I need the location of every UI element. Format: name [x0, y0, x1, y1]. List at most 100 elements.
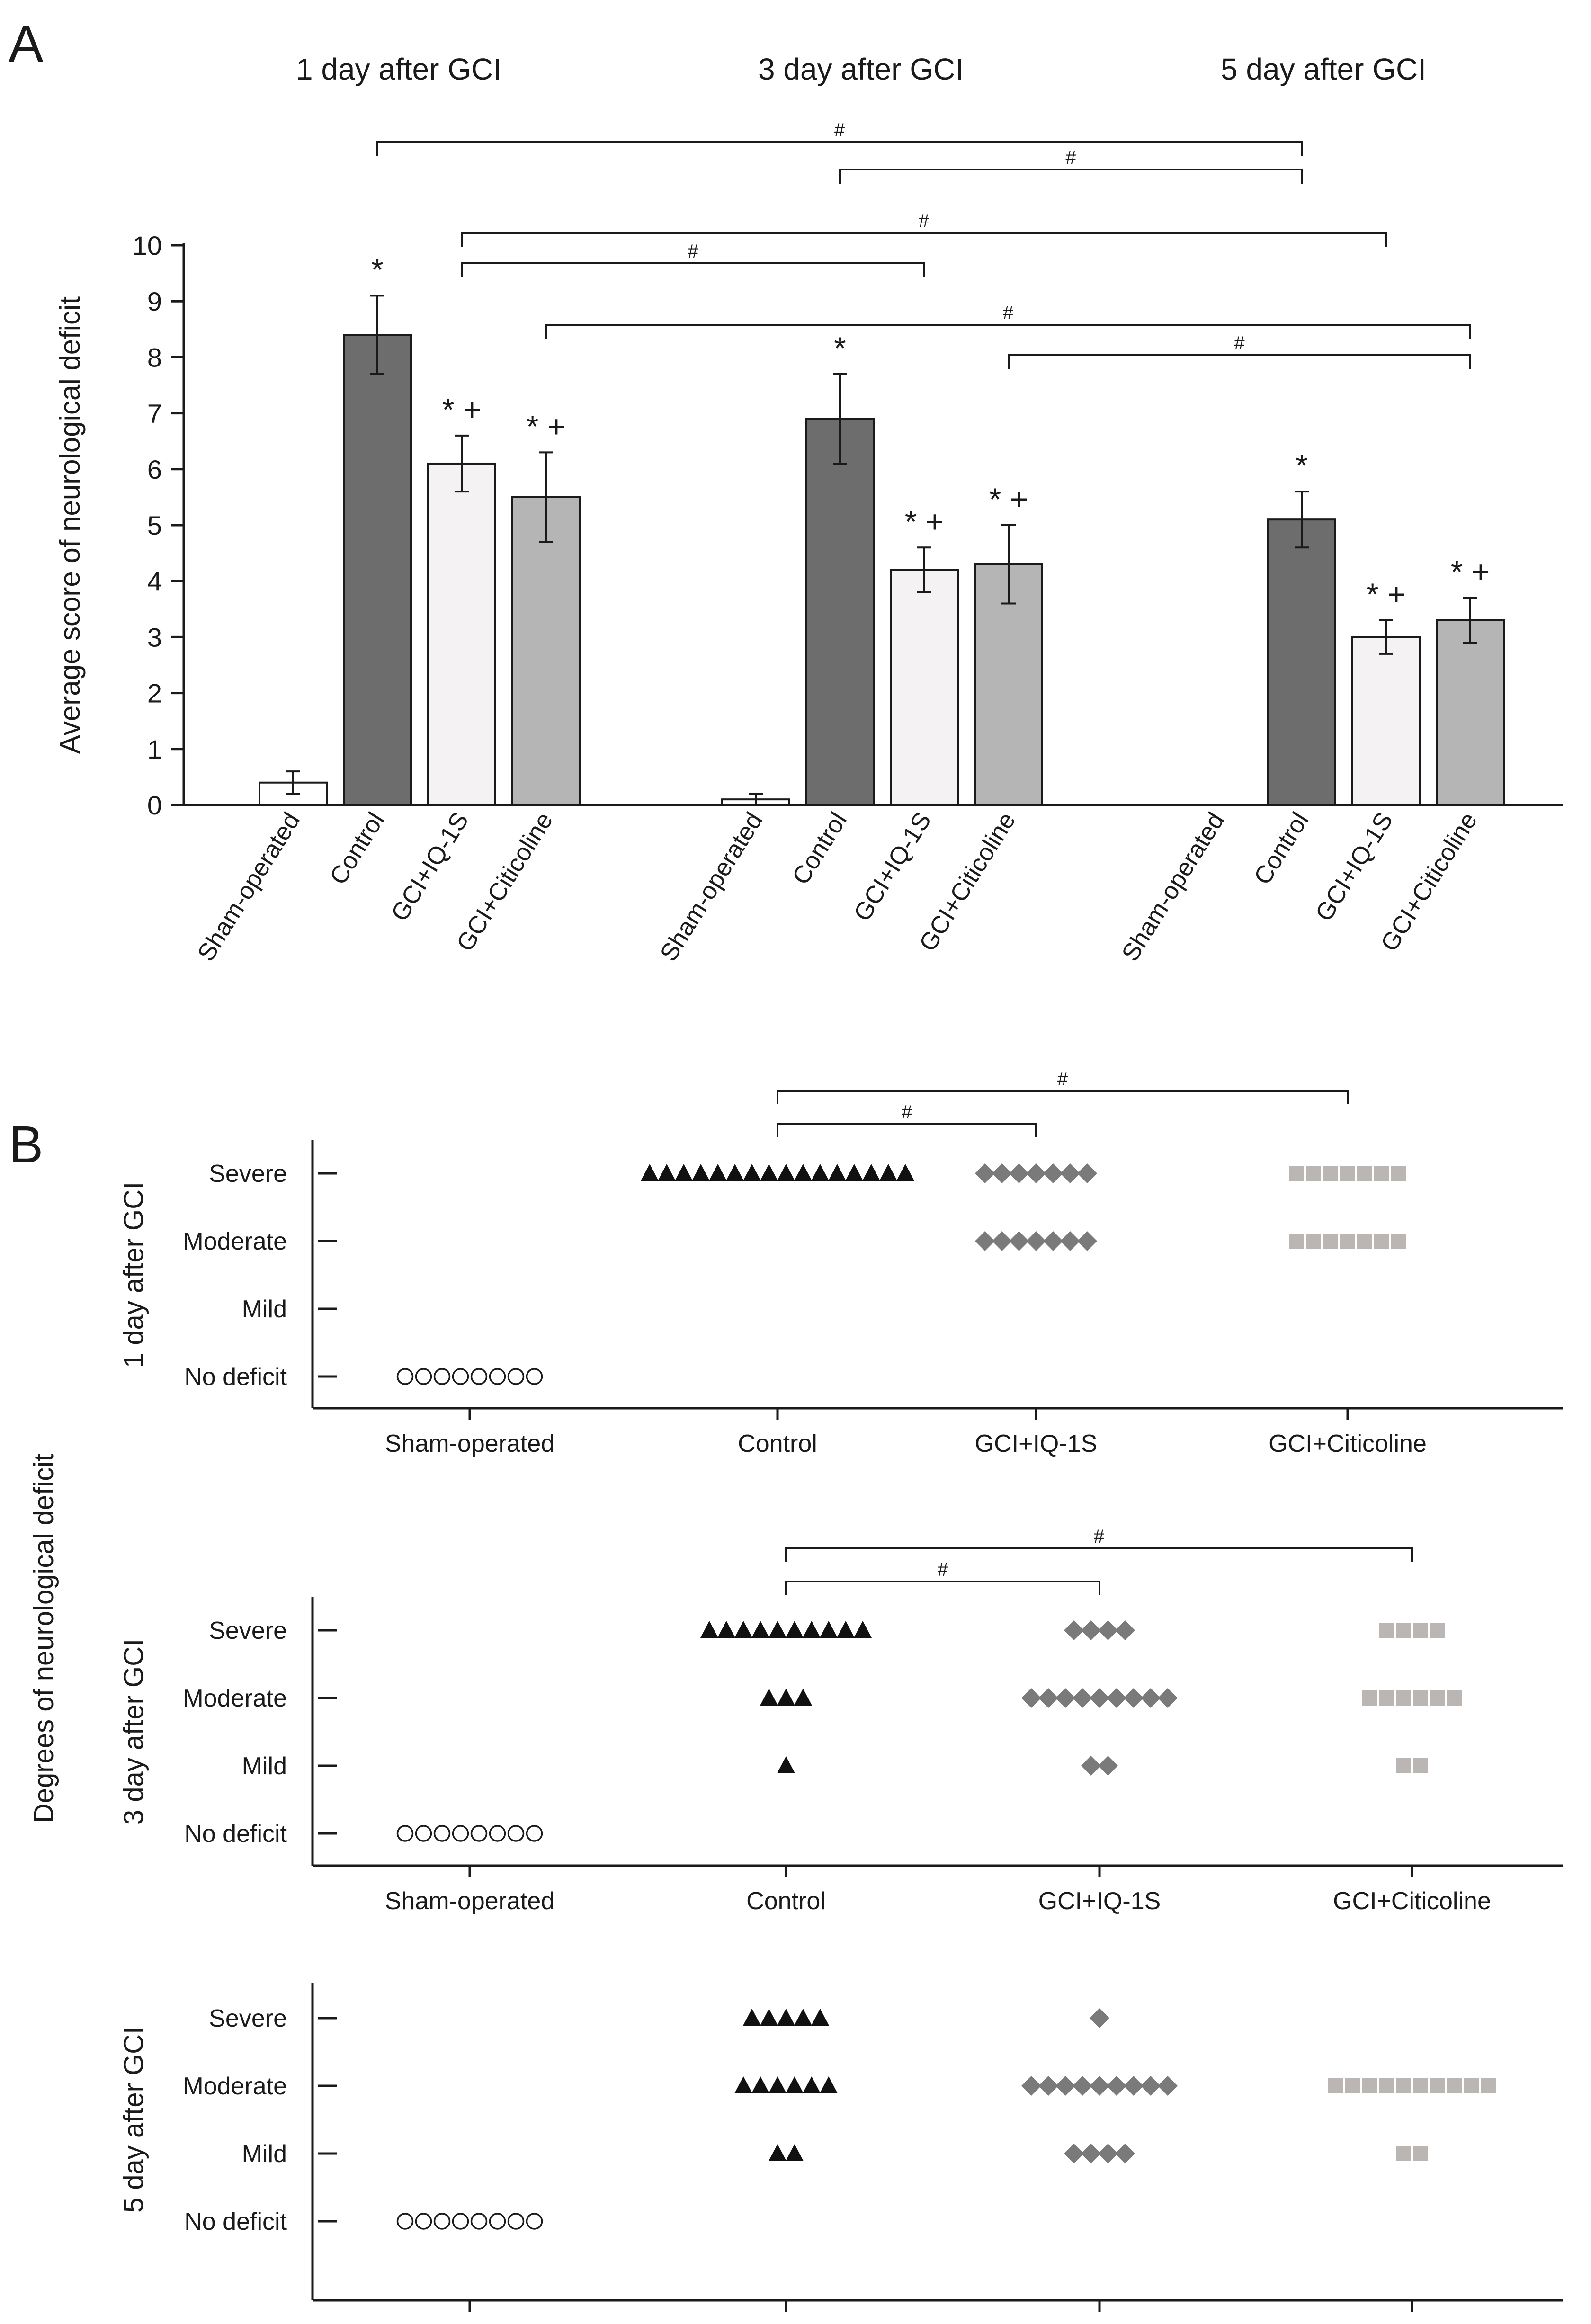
x-tick-label-gci-iq-1s: GCI+IQ-1S	[849, 808, 937, 926]
marker-control-mild	[786, 2144, 804, 2161]
significance-hash: #	[1003, 303, 1014, 323]
category-label-control: Control	[738, 1430, 817, 1457]
marker-gci-citicoline-moderate	[1379, 1690, 1394, 1706]
marker-sham-operated-no-deficit	[396, 2213, 414, 2230]
marker-gci-iq-1s-moderate	[1107, 1688, 1126, 1708]
marker-gci-iq-1s-moderate	[1124, 2076, 1144, 2096]
y-tick-label-6: 6	[147, 455, 162, 484]
marker-gci-iq-1s-mild	[1115, 2144, 1135, 2163]
significance-bracket	[839, 169, 1303, 184]
category-label-sham-operated: Sham-operated	[385, 1430, 554, 1457]
marker-control-severe	[743, 1164, 761, 1181]
marker-gci-citicoline-severe	[1289, 1166, 1304, 1181]
marker-sham-operated-no-deficit	[526, 1825, 543, 1842]
marker-gci-citicoline-moderate	[1396, 1690, 1411, 1706]
marker-sham-operated-no-deficit	[470, 2213, 488, 2230]
marker-gci-iq-1s-severe	[1090, 2008, 1109, 2028]
significance-hash: #	[834, 120, 845, 141]
marker-gci-iq-1s-moderate	[1090, 2076, 1109, 2096]
significance-marker: * +	[989, 482, 1028, 517]
marker-gci-iq-1s-moderate	[1107, 2076, 1126, 2096]
x-tick-label-sham-operated: Sham-operated	[1117, 808, 1230, 966]
marker-sham-operated-no-deficit	[489, 2213, 506, 2230]
marker-gci-citicoline-moderate	[1362, 2078, 1377, 2093]
marker-gci-citicoline-moderate	[1413, 2078, 1428, 2093]
category-label-control: Control	[746, 2322, 826, 2324]
marker-gci-iq-1s-moderate	[1158, 1688, 1178, 1708]
level-label-mild: Mild	[242, 1296, 287, 1323]
significance-bracket	[461, 262, 925, 277]
significance-marker: * +	[1367, 577, 1406, 612]
bar-control-group-3	[1267, 518, 1336, 806]
marker-gci-iq-1s-severe	[992, 1163, 1012, 1183]
marker-sham-operated-no-deficit	[452, 2213, 469, 2230]
x-tick-label-control: Control	[787, 808, 852, 890]
marker-control-severe	[828, 1164, 846, 1181]
bar-gci-iq-1s-group-3	[1351, 636, 1421, 806]
category-label-gci-citicoline: GCI+Citicoline	[1269, 1430, 1427, 1457]
bar-gci-citicoline-group-3	[1436, 619, 1505, 806]
marker-control-severe	[709, 1164, 727, 1181]
marker-control-severe	[658, 1164, 676, 1181]
marker-gci-iq-1s-severe	[1077, 1163, 1097, 1183]
marker-gci-citicoline-severe	[1323, 1166, 1338, 1181]
significance-hash: #	[1057, 1069, 1068, 1090]
marker-gci-citicoline-moderate	[1391, 1234, 1406, 1249]
marker-gci-iq-1s-mild	[1098, 2144, 1118, 2163]
marker-control-severe	[760, 2009, 778, 2026]
dot-chart-3-day-after-gci: 3 day after GCI Severe Moderate Mild No defi…	[118, 1526, 1563, 1915]
marker-control-severe	[811, 1164, 829, 1181]
marker-sham-operated-no-deficit	[433, 2213, 451, 2230]
marker-control-severe	[700, 1621, 718, 1638]
marker-gci-citicoline-severe	[1306, 1166, 1321, 1181]
marker-sham-operated-no-deficit	[433, 1368, 451, 1385]
marker-control-severe	[896, 1164, 914, 1181]
category-label-control: Control	[746, 1887, 826, 1915]
marker-gci-iq-1s-moderate	[1073, 2076, 1092, 2096]
marker-gci-iq-1s-severe	[1043, 1163, 1063, 1183]
marker-sham-operated-no-deficit	[489, 1368, 506, 1385]
group-title-2: 3 day after GCI	[758, 52, 964, 86]
significance-marker: *	[371, 252, 384, 287]
marker-gci-citicoline-severe	[1430, 1623, 1445, 1638]
significance-bracket	[545, 324, 1471, 339]
significance-bracket	[785, 1547, 1413, 1562]
x-tick-label-control: Control	[324, 808, 390, 890]
marker-gci-citicoline-moderate	[1396, 2078, 1411, 2093]
marker-control-severe	[820, 1621, 838, 1638]
marker-sham-operated-no-deficit	[415, 1825, 432, 1842]
marker-gci-citicoline-moderate	[1447, 2078, 1462, 2093]
bar-gci-iq-1s-group-2	[890, 569, 959, 806]
panel-b-dot-charts: 1 day after GCI Severe Moderate Mild No defi…	[118, 1069, 1563, 2324]
marker-gci-citicoline-mild	[1396, 1758, 1411, 1773]
y-tick-label-3: 3	[147, 622, 162, 652]
marker-sham-operated-no-deficit	[452, 1368, 469, 1385]
marker-gci-iq-1s-severe	[1081, 1620, 1101, 1640]
marker-control-severe	[811, 2009, 829, 2026]
marker-gci-iq-1s-moderate	[1141, 1688, 1161, 1708]
marker-control-severe	[734, 1621, 752, 1638]
level-label-severe: Severe	[209, 1160, 287, 1188]
marker-control-moderate	[786, 2076, 804, 2093]
level-label-moderate: Moderate	[183, 1685, 287, 1712]
significance-bracket	[376, 141, 1303, 156]
dot-chart-1-day-after-gci: 1 day after GCI Severe Moderate Mild No defi…	[118, 1069, 1563, 1457]
bar-gci-citicoline-group-1	[511, 496, 581, 806]
bar-gci-iq-1s-group-1	[427, 462, 496, 806]
category-label-gci-citicoline: GCI+Citicoline	[1333, 2322, 1491, 2324]
marker-control-moderate	[777, 1689, 795, 1706]
marker-control-severe	[743, 2009, 761, 2026]
marker-sham-operated-no-deficit	[452, 1825, 469, 1842]
marker-gci-citicoline-severe	[1391, 1166, 1406, 1181]
marker-control-severe	[854, 1621, 872, 1638]
marker-gci-citicoline-severe	[1374, 1166, 1389, 1181]
marker-gci-citicoline-moderate	[1481, 2078, 1496, 2093]
marker-gci-citicoline-moderate	[1345, 2078, 1360, 2093]
level-label-no-deficit: No deficit	[184, 2208, 287, 2235]
marker-gci-iq-1s-mild	[1081, 2144, 1101, 2163]
marker-gci-iq-1s-moderate	[975, 1231, 995, 1251]
marker-gci-iq-1s-moderate	[1060, 1231, 1080, 1251]
level-label-severe: Severe	[209, 2005, 287, 2032]
marker-gci-citicoline-severe	[1396, 1623, 1411, 1638]
